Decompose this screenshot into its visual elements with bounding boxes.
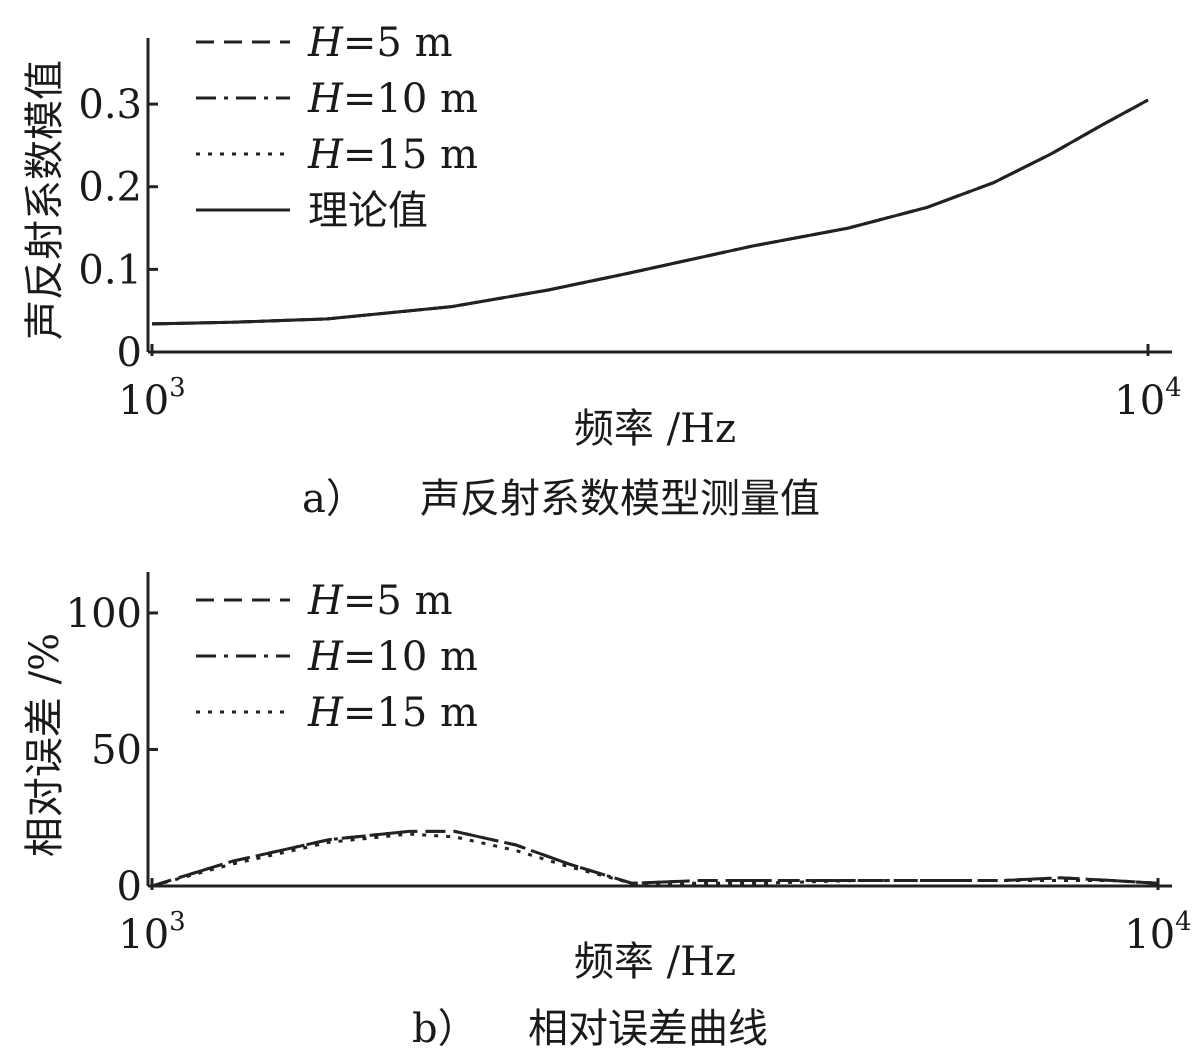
- panel-a-series: [151, 98, 1149, 326]
- legend-label: H=10 m: [307, 76, 478, 122]
- legend-label: H=5 m: [307, 20, 453, 66]
- panel-a-x-ticks: 103 104: [118, 344, 1182, 424]
- panel-b-caption: 相对误差曲线: [528, 1006, 768, 1052]
- x-tick-label: 103: [118, 907, 185, 958]
- panel-a-y-ticks: 0 0.1 0.2 0.3: [78, 82, 158, 376]
- panel-a: 声反射系数模值 频率 /Hz a） 声反射系数模型测量值 00.10.20.3 …: [22, 20, 1182, 522]
- series-line-b-1: [151, 829, 1159, 888]
- x-tick-label: 103: [118, 373, 185, 424]
- panel-a-caption: 声反射系数模型测量值: [420, 476, 820, 522]
- series-line-a-2: [151, 98, 1149, 326]
- x-tick-label: 104: [1124, 907, 1191, 958]
- legend-label: H=5 m: [307, 578, 453, 624]
- y-tick-label: 0.1: [78, 247, 142, 293]
- x-tick-label: 104: [1114, 373, 1181, 424]
- y-tick-label: 0: [117, 864, 142, 910]
- panel-b-x-ticks: 103 104: [118, 878, 1192, 958]
- y-tick-label: 0.2: [78, 165, 142, 211]
- y-tick-label: 0: [117, 330, 142, 376]
- panel-a-legend: H=5 m H=10 m H=15 m 理论值: [196, 20, 478, 234]
- legend-label: H=15 m: [307, 690, 478, 736]
- panel-b-legend: H=5 m H=10 m H=15 m: [196, 578, 478, 736]
- panel-b: 相对误差 /% 频率 /Hz b） 相对误差曲线 0 50 100 103 104 H…: [22, 572, 1192, 1052]
- panel-a-x-label: 频率 /Hz: [574, 406, 736, 452]
- series-line-b-0: [151, 829, 1159, 888]
- y-tick-label: 0.3: [78, 82, 142, 128]
- series-line-a-3: [151, 98, 1149, 326]
- legend-label: 理论值: [308, 188, 428, 234]
- panel-b-panel-label: b）: [412, 1006, 478, 1052]
- series-line-a-1: [151, 98, 1149, 326]
- panel-b-series: [151, 829, 1159, 888]
- panel-b-y-label: 相对误差 /%: [22, 633, 68, 857]
- panel-b-x-label: 频率 /Hz: [574, 939, 736, 985]
- legend-label: H=10 m: [307, 634, 478, 680]
- series-line-a-0: [151, 98, 1149, 326]
- panel-a-y-label: 声反射系数模值: [22, 60, 68, 340]
- panel-a-panel-label: a）: [302, 476, 366, 522]
- y-tick-label: 100: [66, 591, 142, 637]
- series-line-b-2: [151, 832, 1159, 888]
- legend-label: H=15 m: [307, 132, 478, 178]
- y-tick-label: 50: [91, 727, 142, 773]
- panel-b-y-ticks: 0 50 100: [66, 591, 158, 910]
